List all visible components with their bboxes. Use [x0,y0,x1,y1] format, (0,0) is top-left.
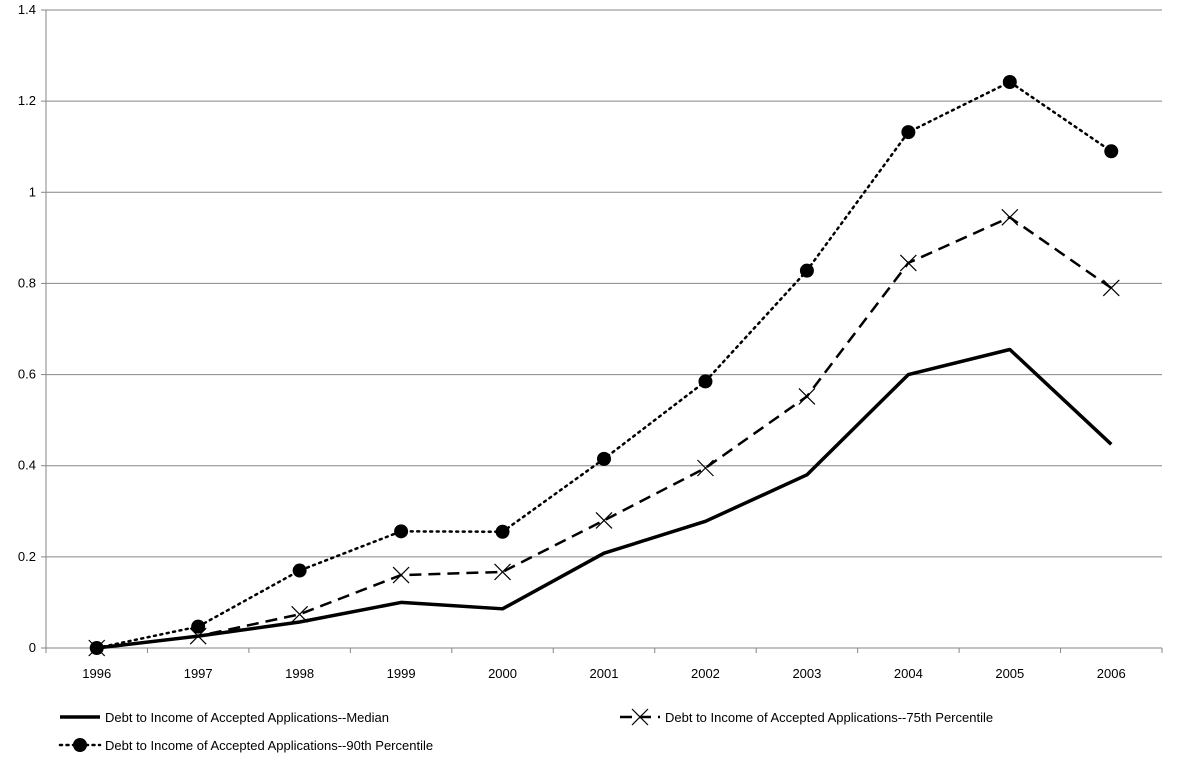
legend-item: Debt to Income of Accepted Applications-… [620,708,993,726]
axes: 0 0.2 0.4 0.6 0.8 1 1.2 1.4 1996 1997 1998 1999 2000… [18,2,1163,681]
x-tick-label: 1997 [184,666,213,681]
legend: Debt to Income of Accepted Applications-… [58,708,993,753]
legend-label: Debt to Income of Accepted Applications-… [105,710,389,725]
x-tick-label: 2002 [691,666,720,681]
y-tick-label: 1 [29,184,36,199]
series-1 [88,208,1120,657]
x-tick-label: 1999 [387,666,416,681]
y-tick-label: 0.4 [18,458,36,473]
y-tick-label: 1.2 [18,93,36,108]
x-tick-label: 2001 [590,666,619,681]
circle-marker [292,563,307,578]
circle-marker [1002,75,1017,90]
circle-marker [698,374,713,389]
legend-item: Debt to Income of Accepted Applications-… [58,738,433,753]
circle-marker [73,738,87,752]
x-tick-label: 1996 [82,666,111,681]
circle-marker [799,263,814,278]
x-marker [798,388,816,405]
x-marker [1102,279,1120,297]
x-tick-label: 2006 [1097,666,1126,681]
x-marker [697,459,714,477]
series-line [95,80,1113,650]
circle-marker [1104,144,1119,159]
x-marker [899,254,917,272]
x-tick-label: 2005 [995,666,1024,681]
y-tick-label: 0.8 [18,275,36,290]
legend-item: Debt to Income of Accepted Applications-… [60,710,389,725]
series-2 [89,75,1119,655]
x-marker [631,708,649,726]
circle-marker [901,125,916,140]
y-tick-label: 1.4 [18,2,36,17]
series-line [96,347,1113,650]
legend-label: Debt to Income of Accepted Applications-… [105,738,433,753]
circle-marker [89,641,104,655]
series-lines [88,75,1120,657]
series-0 [96,347,1113,650]
x-tick-label: 2004 [894,666,923,681]
y-tick-label: 0 [29,640,36,655]
circle-marker [597,451,611,466]
circle-marker [495,524,510,539]
x-tick-label: 1998 [285,666,314,681]
gridlines [46,9,1162,558]
y-tick-label: 0.6 [18,367,36,382]
x-marker [291,605,309,623]
circle-marker [394,524,409,539]
series-line [96,216,1112,650]
x-tick-label: 2003 [792,666,821,681]
legend-label: Debt to Income of Accepted Applications-… [665,710,993,725]
circle-marker [191,619,206,634]
x-marker [1001,208,1019,226]
x-tick-label: 2000 [488,666,517,681]
x-marker [392,566,410,584]
x-marker [494,563,511,581]
x-marker [595,511,613,529]
y-tick-label: 0.2 [18,549,36,564]
